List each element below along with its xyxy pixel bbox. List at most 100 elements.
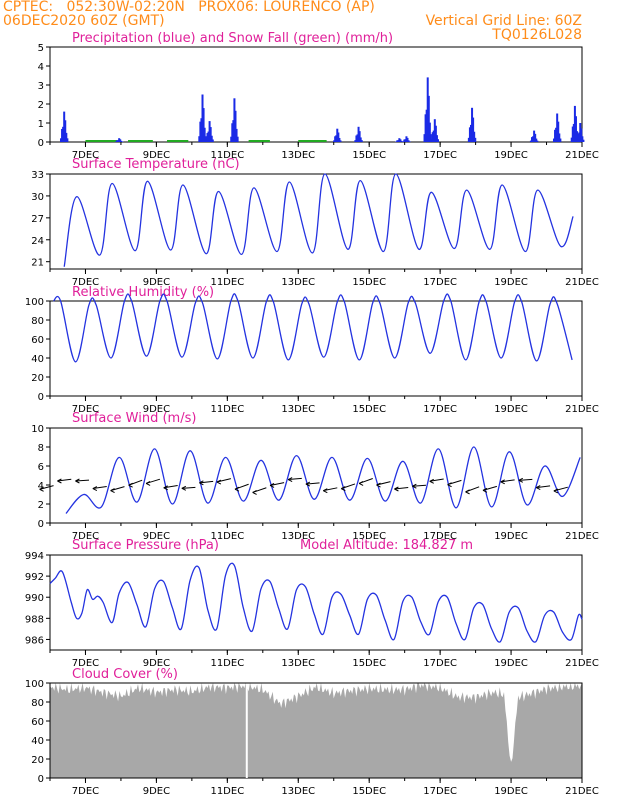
wind-arrow [75,479,90,482]
precip-bar [576,131,579,142]
wind-arrow-head [92,486,98,491]
wind-arrow [305,482,320,485]
precip-xtick-label: 11DEC [210,150,244,161]
header-grid-line: Vertical Grid Line: 60Z [425,13,582,29]
cloud-xtick-label: 9DEC [143,786,170,797]
precip-bar [117,140,120,142]
precip-bar [354,140,357,142]
precip-bar [427,95,430,142]
precip-bar [230,136,233,142]
precip-bar [533,130,536,142]
precip-bar [472,117,475,142]
wind-arrow [216,478,231,483]
press-xtick-label: 9DEC [143,658,170,669]
press-ytick-label: 992 [25,572,44,583]
wind-xtick-label: 11DEC [210,531,244,542]
precip-ytick-label: 2 [38,100,44,111]
wind-ytick-label: 10 [31,424,44,435]
precip-frame [49,46,583,143]
precip-bar [405,136,408,142]
precip-bar [357,126,360,142]
cloud-ytick-label: 80 [31,698,44,709]
precip-bar [577,133,580,142]
wind-arrow-head [500,479,505,485]
precip-bar [335,135,338,142]
precip-bar [434,125,437,142]
rh-xtick-label: 13DEC [281,404,315,415]
press-frame [49,554,583,651]
precip-bar [61,128,64,142]
precip-bar [557,121,560,142]
precip-bar [398,138,401,142]
wind-arrow [536,485,551,489]
precip-bar [207,131,210,142]
rh-ytick-label: 40 [31,354,44,365]
wind-arrow [163,484,178,489]
wind-ytick-label: 6 [38,462,44,473]
precip-bar [535,138,538,142]
wind-arrow-head [181,485,187,491]
wind-arrow-head [412,483,417,489]
wind-arrow-head [305,481,311,487]
precip-bar [471,107,474,142]
wind-arrow-head [341,486,346,492]
header-run-date: 06DEC2020 60Z (GMT) [3,13,165,29]
precip-bar [574,116,577,142]
precip-bar [529,140,532,142]
precip-bar [428,122,431,142]
precip-bar [403,139,406,142]
temp-frame [49,173,583,270]
precip-bar [572,123,575,142]
precip-bar [204,136,207,142]
wind-speed-line [65,446,581,514]
precip-bar [64,120,67,142]
precip-bar [571,126,574,142]
wind-arrow-head [536,485,541,491]
precip-bar [356,134,359,142]
cloud-xtick-label: 15DEC [352,786,386,797]
press-ytick-label: 988 [25,614,44,625]
press-title: Surface Pressure (hPa) [72,538,219,553]
precip-bar [433,119,436,142]
press-panel: 986 988 990 992 994 7DEC 9DEC 11DEC 13DEC 15DEC 17… [25,538,599,669]
wind-arrow-head [429,478,434,484]
precip-bar [467,137,470,142]
precip-xtick-label: 17DEC [423,150,457,161]
precip-bar [536,140,539,142]
rh-xtick-label: 17DEC [423,404,457,415]
temp-xtick-label: 7DEC [72,277,99,288]
wind-xtick-label: 15DEC [352,531,386,542]
precip-bar [426,77,429,142]
wind-arrow-head [75,478,80,484]
cloud-ytick-label: 40 [31,736,44,747]
precip-bar [402,141,405,142]
precip-bar [404,139,407,142]
wind-arrow [199,480,214,484]
temp-ytick-label: 21 [31,258,44,269]
precip-bar [406,137,409,142]
precip-bar [63,111,66,142]
precip-bar [396,140,399,142]
temp-xtick-label: 15DEC [352,277,386,288]
wind-arrow [323,487,338,492]
wind-arrow-head [553,488,559,494]
rh-panel: 0 20 40 60 80 100 7DEC 9DEC 11DEC 13DEC 15DEC 17DEC… [25,285,599,415]
wind-xtick-label: 19DEC [494,531,528,542]
rh-xtick-label: 11DEC [210,404,244,415]
precip-bar [236,136,239,142]
press-xtick-label: 21DEC [565,658,599,669]
press-xtick-label: 17DEC [423,658,457,669]
precip-bar [359,137,362,142]
wind-arrow [412,484,426,487]
precip-bar [430,139,433,142]
wind-arrow-head [145,480,151,486]
precip-bar [468,127,471,142]
wind-arrow-head [234,486,240,492]
temp-ytick-label: 30 [31,192,44,203]
precip-bar [360,140,363,142]
temp-ytick-label: 27 [31,214,44,225]
precip-bar [399,139,402,142]
rh-ytick-label: 80 [31,316,44,327]
precip-bar [333,140,336,142]
